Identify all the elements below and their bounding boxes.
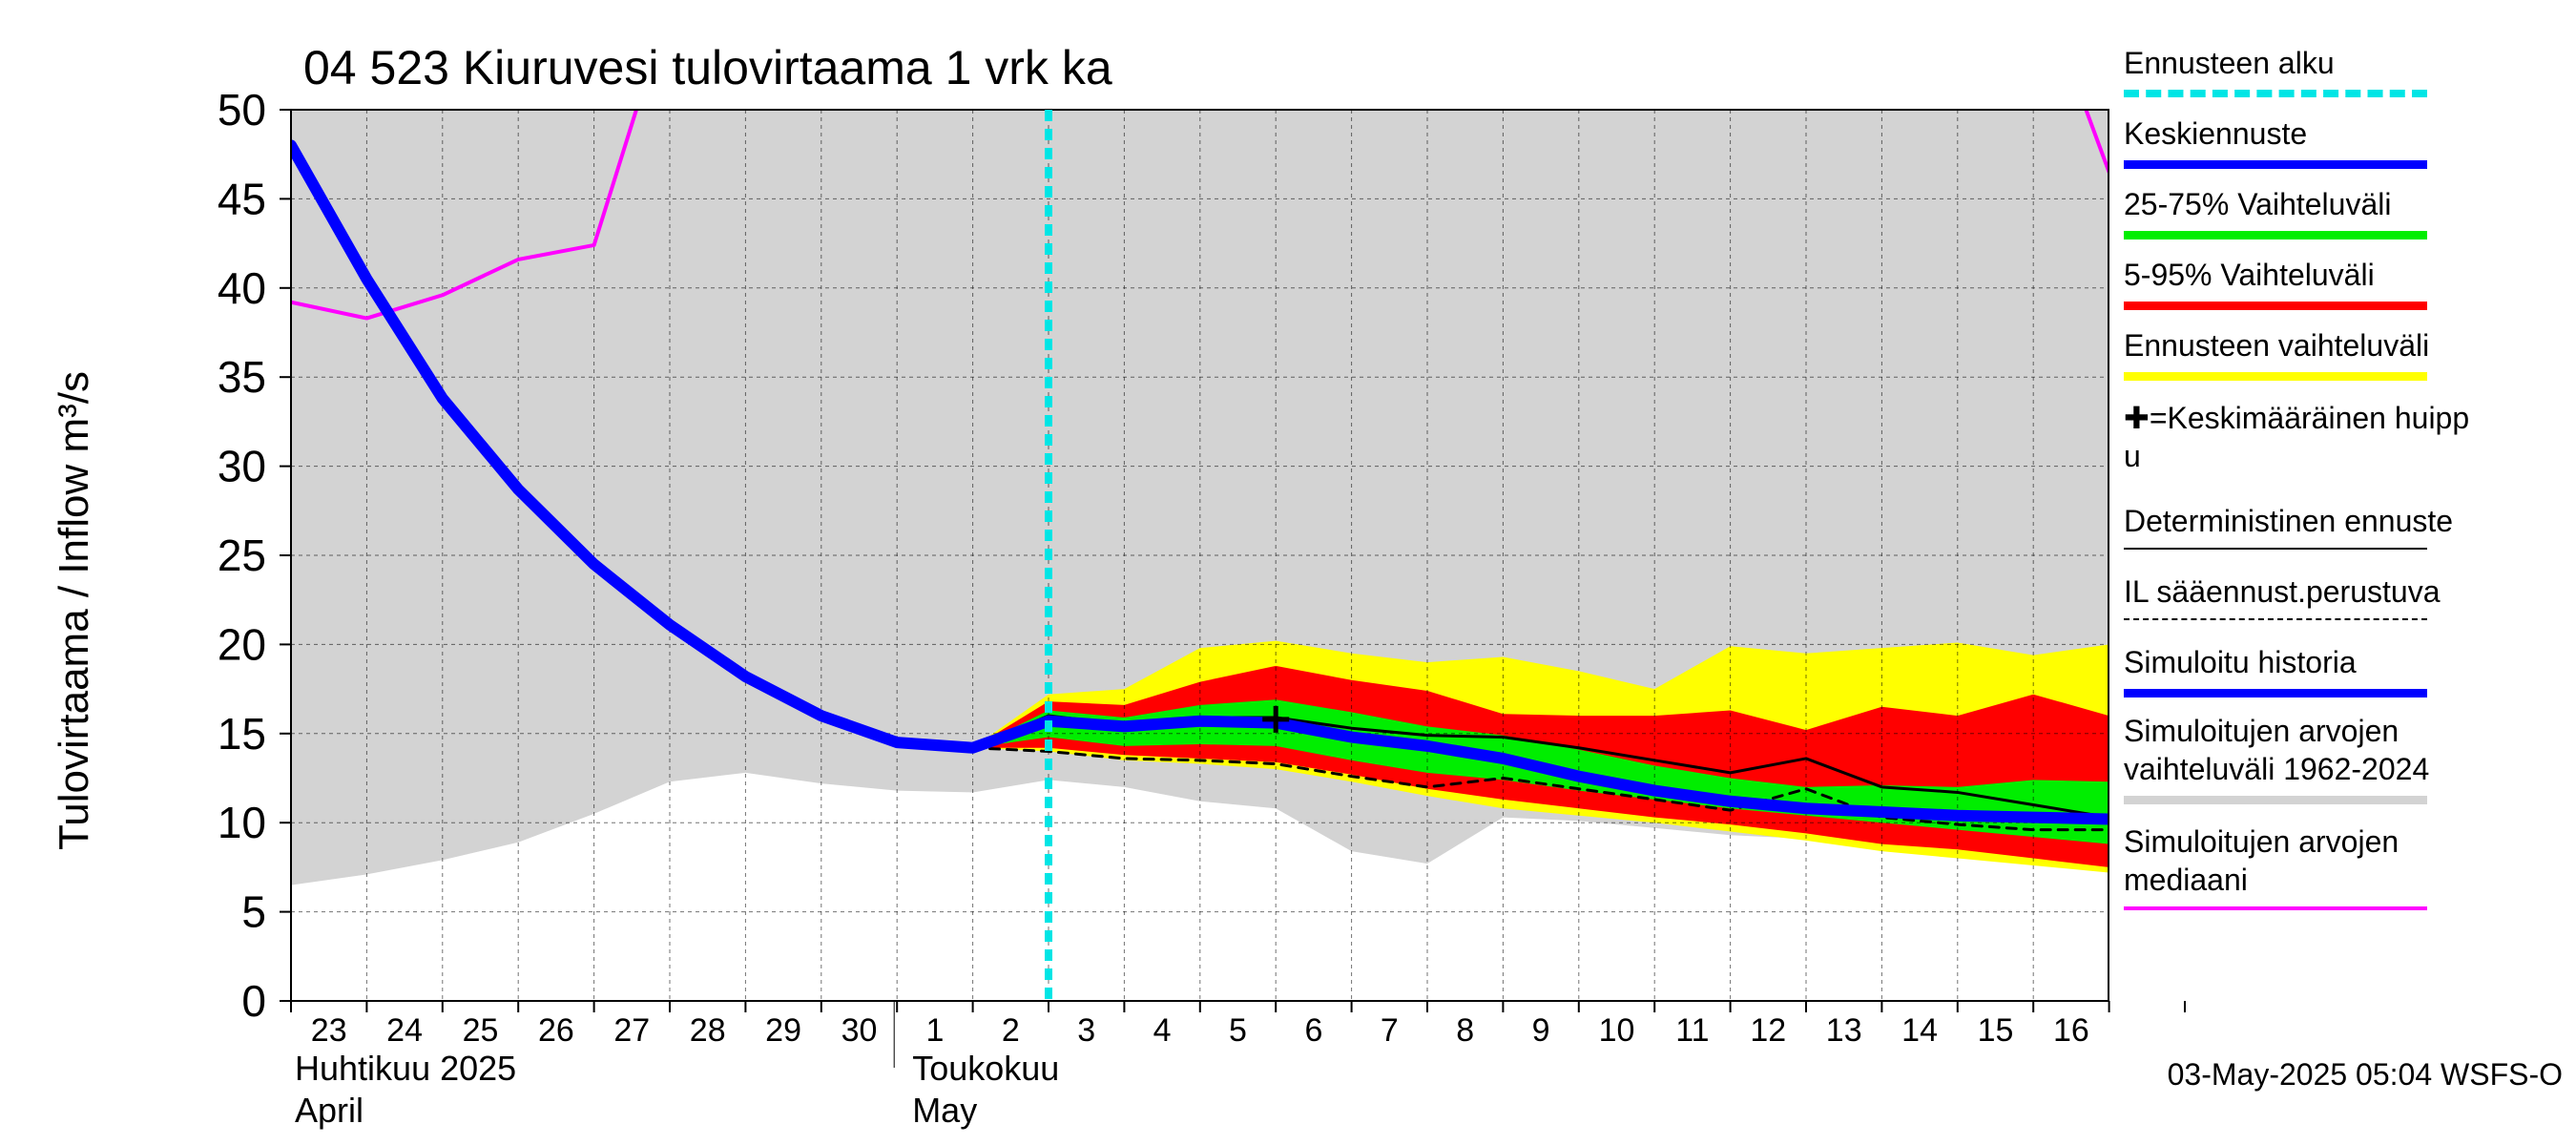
x-tick-label: 23 xyxy=(311,1012,347,1049)
x-tick-label: 27 xyxy=(613,1012,650,1049)
legend-label: Simuloitujen arvojen vaihteluväli 1962-2… xyxy=(2124,714,2430,786)
legend-swatch xyxy=(2124,160,2427,169)
mean-peak-marker xyxy=(1262,705,1290,733)
y-tick-label: 45 xyxy=(218,174,266,223)
x-tick-label: 8 xyxy=(1456,1012,1474,1049)
month-label-en: May xyxy=(912,1091,977,1130)
x-tick-label: 28 xyxy=(690,1012,726,1049)
y-tick-label: 5 xyxy=(241,887,266,937)
legend-item-5-95-vaihteluv-li: 5-95% Vaihteluväli xyxy=(2124,256,2563,310)
y-tick-label: 30 xyxy=(218,442,266,491)
x-tick-label: 16 xyxy=(2053,1012,2089,1049)
legend-item-peak-keskim-r-inen-huipp-u: ✚=Keskimääräinen huipp u xyxy=(2124,399,2563,475)
x-tick-label: 30 xyxy=(841,1012,878,1049)
x-tick-label: 7 xyxy=(1381,1012,1399,1049)
x-tick-label: 13 xyxy=(1826,1012,1862,1049)
x-tick-label: 9 xyxy=(1532,1012,1550,1049)
legend-label: ✚=Keskimääräinen huipp u xyxy=(2124,401,2470,473)
y-tick-label: 25 xyxy=(218,531,266,580)
legend-label: 5-95% Vaihteluväli xyxy=(2124,258,2375,292)
legend-swatch xyxy=(2124,231,2427,239)
legend-swatch xyxy=(2124,302,2427,310)
line-simuloitujen-arvojen-mediaani xyxy=(291,110,2109,321)
legend-swatch xyxy=(2124,548,2427,550)
x-tick-label: 15 xyxy=(1978,1012,2014,1049)
x-tick-label: 26 xyxy=(538,1012,574,1049)
x-tick-label: 6 xyxy=(1304,1012,1322,1049)
x-tick-label: 1 xyxy=(925,1012,944,1049)
y-tick-label: 20 xyxy=(218,619,266,669)
legend-swatch xyxy=(2124,372,2427,381)
line-il-s-ennust-perustuva xyxy=(971,746,2109,832)
x-tick-label: 29 xyxy=(765,1012,801,1049)
legend-swatch xyxy=(2124,90,2427,97)
x-tick-label: 12 xyxy=(1750,1012,1786,1049)
legend-item-keskiennuste: Keskiennuste xyxy=(2124,114,2563,169)
x-tick-label: 3 xyxy=(1077,1012,1095,1049)
legend-swatch xyxy=(2124,796,2427,804)
legend-item-ennusteen-alku: Ennusteen alku xyxy=(2124,44,2563,97)
legend-label: Ennusteen alku xyxy=(2124,46,2335,80)
line-keskiennuste xyxy=(1043,715,2109,825)
legend-item-25-75-vaihteluv-li: 25-75% Vaihteluväli xyxy=(2124,185,2563,239)
month-label-fi: Toukokuu xyxy=(912,1049,1059,1088)
legend-label: Simuloitujen arvojen mediaani xyxy=(2124,824,2399,897)
y-tick-label: 40 xyxy=(218,263,266,313)
y-tick-label: 35 xyxy=(218,352,266,402)
x-tick-label: 4 xyxy=(1153,1012,1172,1049)
month-label-fi: Huhtikuu 2025 xyxy=(295,1049,516,1088)
plot-area xyxy=(291,110,2109,1001)
legend-swatch xyxy=(2124,906,2427,910)
month-label-en: April xyxy=(295,1091,364,1130)
legend-label: Simuloitu historia xyxy=(2124,645,2357,679)
y-tick-label: 10 xyxy=(218,798,266,847)
legend-item-ennusteen-vaihteluv-li: Ennusteen vaihteluväli xyxy=(2124,326,2563,381)
y-axis-label: Tulovirtaama / Inflow m³/s xyxy=(51,371,97,850)
legend-label: Deterministinen ennuste xyxy=(2124,504,2454,538)
legend-label: Keskiennuste xyxy=(2124,116,2308,151)
x-tick-label: 2 xyxy=(1002,1012,1020,1049)
legend-label: Ennusteen vaihteluväli xyxy=(2124,328,2430,363)
y-tick-label: 0 xyxy=(241,976,266,1026)
x-tick-label: 24 xyxy=(386,1012,423,1049)
legend-label: 25-75% Vaihteluväli xyxy=(2124,187,2392,221)
x-tick-label: 25 xyxy=(463,1012,499,1049)
legend-item-il-s-ennust-perustuva: IL sääennust.perustuva xyxy=(2124,572,2563,620)
chart-title: 04 523 Kiuruvesi tulovirtaama 1 vrk ka xyxy=(303,41,1112,94)
y-tick-label: 50 xyxy=(218,85,266,135)
legend-swatch xyxy=(2124,689,2427,697)
legend-label: IL sääennust.perustuva xyxy=(2124,574,2441,609)
timestamp: 03-May-2025 05:04 WSFS-O xyxy=(2167,1057,2563,1092)
legend-item-simuloitujen-arvojen-mediaani: Simuloitujen arvojen mediaani xyxy=(2124,822,2563,910)
legend-item-simuloitu-historia: Simuloitu historia xyxy=(2124,643,2563,697)
legend-swatch xyxy=(2124,618,2427,620)
x-tick-label: 11 xyxy=(1675,1012,1709,1049)
line-simuloitu-historia xyxy=(291,139,1054,754)
legend-item-simuloitujen-arvojen-vaihteluv-li-1962-2024: Simuloitujen arvojen vaihteluväli 1962-2… xyxy=(2124,712,2563,804)
x-tick-label: 14 xyxy=(1901,1012,1938,1049)
y-tick-label: 15 xyxy=(218,709,266,759)
x-tick-label: 5 xyxy=(1229,1012,1247,1049)
x-tick-label: 10 xyxy=(1599,1012,1635,1049)
legend-item-deterministinen-ennuste: Deterministinen ennuste xyxy=(2124,502,2563,550)
